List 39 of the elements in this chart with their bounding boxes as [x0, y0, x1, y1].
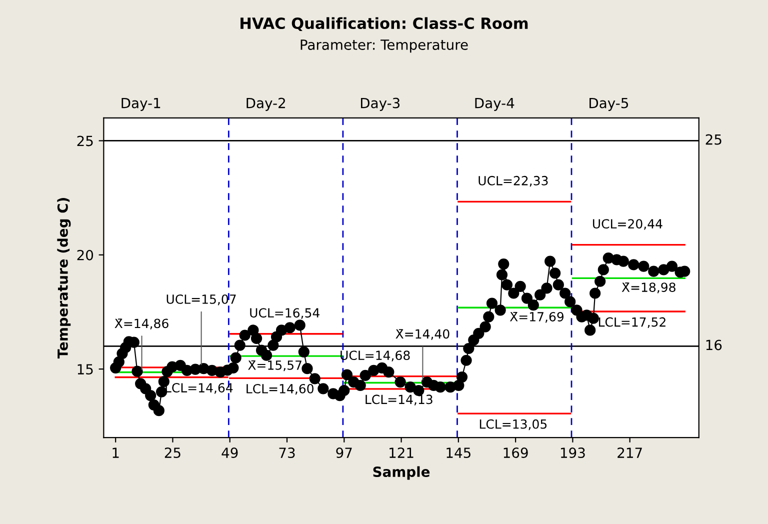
- annotation: UCL=14,68: [340, 350, 410, 362]
- ref-line-label: 16: [706, 340, 722, 350]
- annotation: X̄=18,98: [622, 282, 676, 294]
- chart-title: HVAC Qualification: Class-C Room: [240, 17, 528, 32]
- x-tick-label: 73: [279, 448, 295, 458]
- x-tick-label: 49: [222, 448, 238, 458]
- y-axis-title: Temperature (deg C): [57, 198, 71, 359]
- annotation: LCL=13,05: [480, 419, 547, 430]
- x-tick-label: 97: [336, 448, 352, 458]
- annotation: X̄=17,69: [510, 312, 564, 323]
- text: Day-5: [590, 98, 628, 111]
- text: Day-1: [122, 98, 160, 111]
- annotation: LCL=14,60: [246, 384, 314, 395]
- x-tick-label: 217: [618, 448, 642, 458]
- y-tick-label: 25: [77, 136, 93, 146]
- text: Day-3: [360, 98, 400, 111]
- annotation: UCL=20,44: [592, 219, 662, 230]
- annotation: UCL=16,54: [250, 308, 320, 319]
- y-tick-label: 15: [78, 364, 93, 375]
- annotation: LCL=17,52: [598, 317, 666, 328]
- text: Day-4: [475, 98, 514, 111]
- x-axis-title: Sample: [373, 466, 430, 480]
- annotation: X̄=15,57: [248, 360, 302, 372]
- x-tick-label: 121: [390, 448, 414, 458]
- annotation: LCL=14,64: [166, 383, 233, 394]
- annotation: X̄=14,86: [114, 318, 168, 330]
- annotation: LCL=14,13: [366, 394, 432, 406]
- x-tick-label: 169: [504, 448, 528, 458]
- x-tick-label: 1: [112, 448, 119, 458]
- x-tick-label: 145: [446, 448, 470, 458]
- annotation: X̄=14,40: [396, 329, 450, 340]
- text: Day-2: [246, 98, 285, 111]
- annotation: UCL=15,07: [166, 294, 236, 306]
- x-tick-label: 25: [164, 448, 180, 458]
- annotation: UCL=22,33: [478, 176, 548, 187]
- chart-subtitle: Parameter: Temperature: [300, 40, 468, 53]
- x-tick-label: 193: [560, 448, 585, 458]
- ref-line-label: 25: [706, 134, 722, 145]
- y-tick-label: 20: [77, 250, 94, 260]
